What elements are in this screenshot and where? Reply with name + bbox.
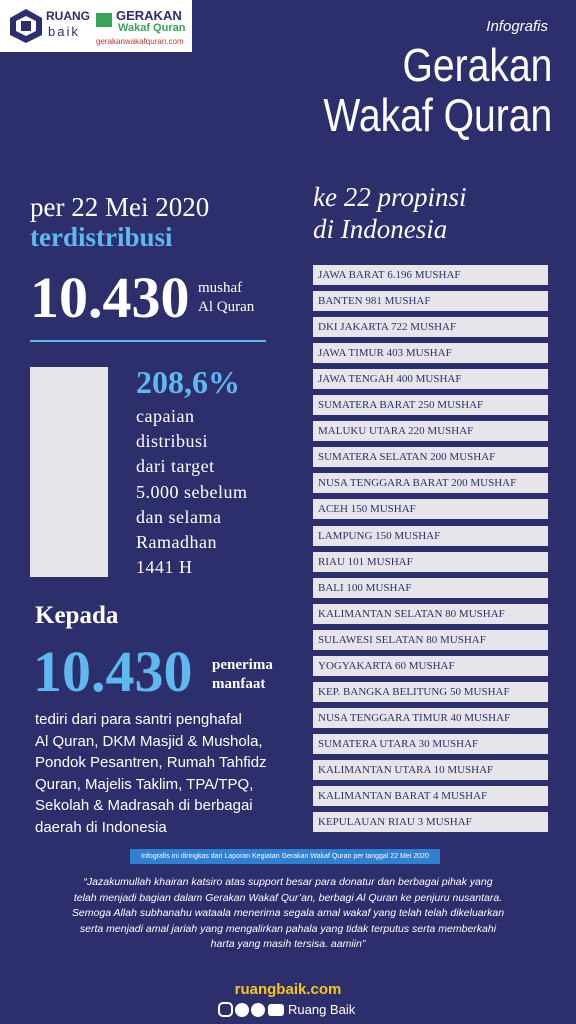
province-item: SUMATERA SELATAN 200 MUSHAF: [313, 447, 548, 468]
partner: GERAKAN: [116, 8, 182, 23]
percent-note: 5.000 sebelum: [136, 481, 248, 502]
province-item: KALIMANTAN SELATAN 80 MUSHAF: [313, 603, 548, 624]
province-item: JAWA TIMUR 403 MUSHAF: [313, 343, 548, 364]
brand: RUANG: [46, 9, 90, 23]
province-item: BALI 100 MUSHAF: [313, 577, 548, 598]
percent-note: dari target: [136, 456, 215, 477]
count: 10.430: [30, 265, 190, 330]
percent-note: capaian: [136, 406, 195, 426]
description: Sekolah & Madrasah di berbagai: [35, 797, 253, 815]
unit: manfaat: [212, 676, 266, 692]
unit: mushaf: [198, 280, 243, 296]
partner-url: gerakanwakafquran.com: [96, 37, 184, 46]
province-item: SUMATERA BARAT 250 MUSHAF: [313, 395, 548, 416]
description: Pondok Pesantren, Rumah Tahfidz: [35, 754, 267, 772]
province-item: JAWA BARAT 6.196 MUSHAF: [313, 265, 548, 285]
partner-sub: Wakaf Quran: [118, 22, 186, 34]
brand-sub: baik: [48, 24, 80, 39]
description: daerah di Indonesia: [35, 819, 167, 836]
province-item: JAWA TENGAH 400 MUSHAF: [313, 369, 548, 390]
province-item: KALIMANTAN BARAT 4 MUSHAF: [313, 786, 548, 806]
province-item: ACEH 150 MUSHAF: [313, 499, 548, 520]
province-item: SULAWESI SELATAN 80 MUSHAF: [313, 629, 548, 650]
province-item: NUSA TENGGARA TIMUR 40 MUSHAF: [313, 707, 548, 728]
province-item: NUSA TENGGARA BARAT 200 MUSHAF: [313, 473, 548, 494]
quote: harta yang masih tersisa. aamiin”: [210, 938, 366, 950]
description: tediri dari para santri penghafal: [35, 711, 242, 728]
website: ruangbaik.com: [234, 981, 342, 998]
recipients-count: 10.430: [33, 639, 193, 704]
province-item: KEP. BANGKA BELITUNG 50 MUSHAF: [313, 681, 548, 702]
quote: “Jazakumullah khairan katsiro atas suppo…: [83, 876, 493, 888]
province-item: LAMPUNG 150 MUSHAF: [313, 525, 548, 546]
quote: telah menjadi bagian dalam Gerakan Wakaf…: [73, 891, 503, 904]
quote: Semoga Allah subhanahu wataala menerima …: [71, 907, 505, 919]
province-item: SUMATERA UTARA 30 MUSHAF: [313, 733, 548, 754]
title: Wakaf Quran: [323, 89, 552, 141]
social-icons: [218, 1002, 284, 1017]
status: terdistribusi: [30, 222, 173, 252]
divider: [30, 340, 266, 342]
source: Infografis ini diringkas dari Laporan Ke…: [130, 849, 440, 864]
quote: serta menjadi amal jariah yang mengalirk…: [79, 922, 497, 935]
date: per 22 Mei 2020: [30, 192, 210, 222]
partner-icon: [96, 13, 112, 27]
social: Ruang Baik: [288, 1002, 356, 1017]
percent-note: distribusi: [136, 431, 209, 452]
kicker: Infografis: [486, 18, 548, 35]
province-item: RIAU 101 MUSHAF: [313, 551, 548, 572]
percent: 208,6%: [136, 364, 240, 400]
provinces-heading: di Indonesia: [313, 214, 448, 244]
provinces-heading: ke 22 propinsi: [313, 182, 467, 212]
province-item: DKI JAKARTA 722 MUSHAF: [313, 317, 548, 338]
percent-note: 1441 H: [136, 557, 193, 578]
block: [30, 367, 108, 577]
description: Quran, Majelis Taklim, TPA/TPQ,: [35, 775, 254, 793]
province-item: MALUKU UTARA 220 MUSHAF: [313, 421, 548, 442]
province-item: BANTEN 981 MUSHAF: [313, 291, 548, 312]
recipients-heading: Kepada: [35, 602, 119, 629]
unit: penerima: [212, 657, 273, 673]
logo-box: RUANG baik GERAKAN Wakaf Quran gerakanwa…: [0, 0, 192, 52]
description: Al Quran, DKM Masjid & Mushola,: [35, 732, 263, 750]
percent-note: dan selama: [136, 506, 222, 527]
title: Gerakan: [402, 39, 552, 91]
unit: Al Quran: [198, 299, 255, 315]
logo-icon: [10, 9, 42, 43]
province-item: KEPULAUAN RIAU 3 MUSHAF: [313, 812, 548, 833]
province-item: YOGYAKARTA 60 MUSHAF: [313, 655, 548, 676]
percent-note: Ramadhan: [136, 532, 217, 552]
province-item: KALIMANTAN UTARA 10 MUSHAF: [313, 759, 548, 780]
